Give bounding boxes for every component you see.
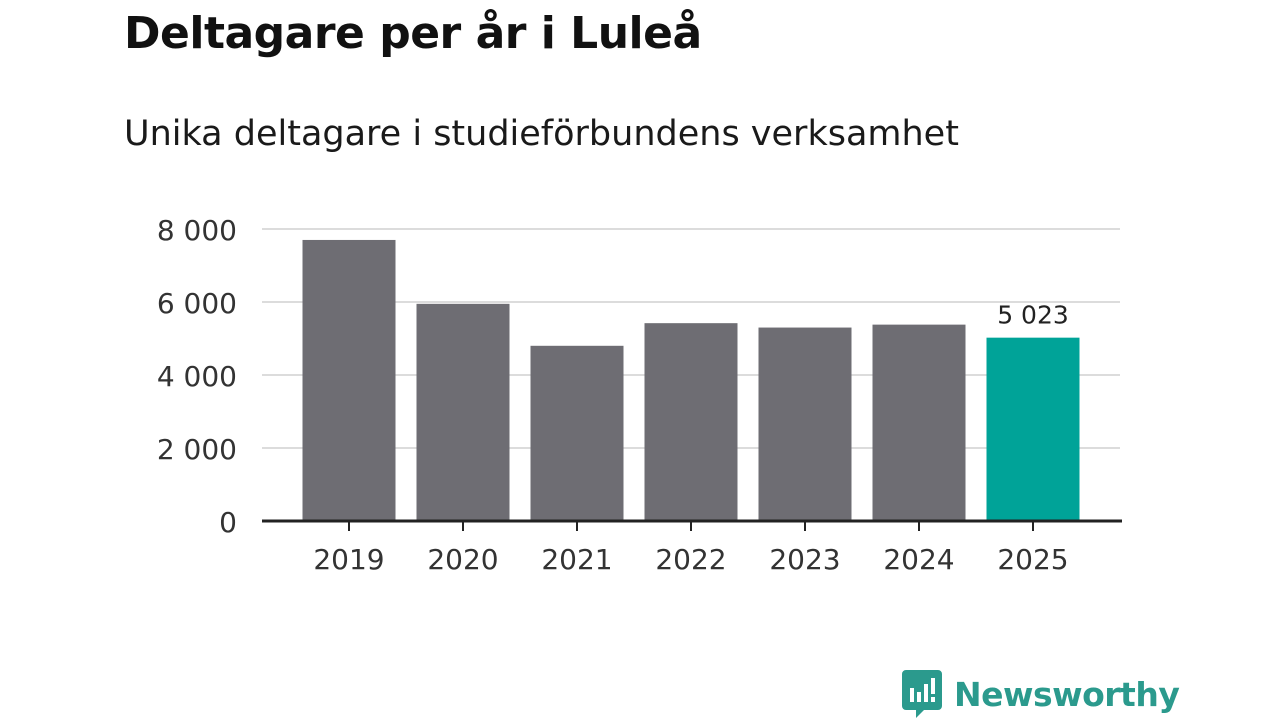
bar [416,303,510,521]
x-tick-label: 2023 [769,543,840,576]
newsworthy-logo-icon [902,670,942,718]
brand-logo: Newsworthy [902,670,1180,718]
bar [872,324,966,521]
y-tick-label: 6 000 [157,287,237,320]
x-tick-label: 2020 [427,543,498,576]
data-label: 5 023 [997,301,1069,330]
bar [644,323,738,521]
y-tick-label: 4 000 [157,360,237,393]
brand-name: Newsworthy [954,674,1180,714]
bar [986,337,1080,521]
bar [530,345,624,521]
y-tick-label: 8 000 [157,214,237,247]
chart-title: Deltagare per år i Luleå [124,8,702,59]
y-tick-label: 2 000 [157,433,237,466]
x-tick-label: 2024 [883,543,954,576]
bar [302,239,396,521]
y-tick-label: 0 [219,506,237,539]
x-tick-label: 2019 [313,543,384,576]
x-tick-label: 2025 [997,543,1068,576]
chart-subtitle: Unika deltagare i studieförbundens verks… [124,114,959,154]
x-tick-label: 2021 [541,543,612,576]
bar [758,327,852,521]
x-tick-label: 2022 [655,543,726,576]
